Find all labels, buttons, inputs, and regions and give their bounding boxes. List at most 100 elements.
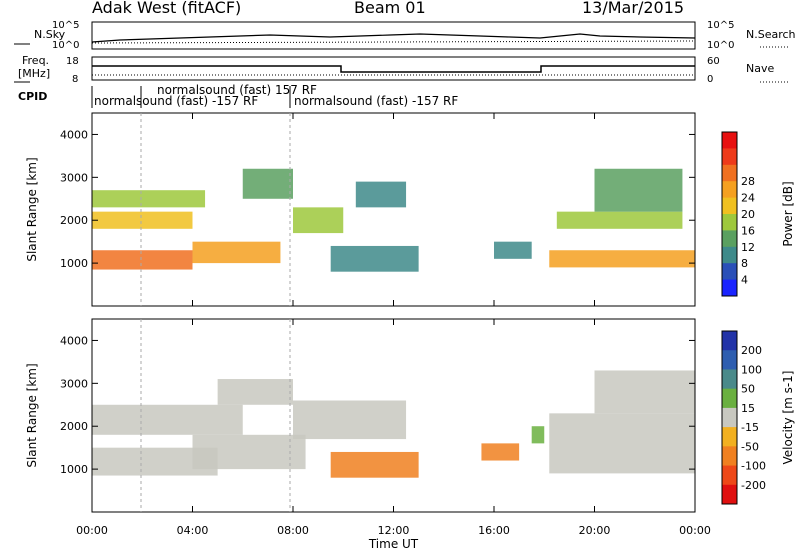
data-band-5 (293, 400, 407, 440)
station-title: Adak West (fitACF) (92, 0, 242, 17)
search-tick-high: 10^5 (707, 20, 734, 31)
y-tick-label: 2000 (60, 420, 88, 433)
x-tick-label: 20:00 (579, 524, 611, 537)
data-band-8 (355, 181, 407, 208)
colorbar-segment (722, 484, 737, 505)
data-band-9 (494, 241, 532, 259)
data-band-8 (549, 413, 695, 474)
nave-tick-low: 0 (707, 74, 713, 85)
y-tick-label: 1000 (60, 257, 88, 270)
power-panel: 1000 2000 3000 4000 Slant Range [km] 4 8 12 16 20… (25, 112, 795, 307)
colorbar-tick-label: 4 (741, 274, 748, 287)
data-band-3 (192, 434, 306, 470)
noise-panel: N.Sky 10^5 10^0 10^5 10^0 N.Search (14, 20, 796, 51)
x-tick-label: 12:00 (378, 524, 410, 537)
x-tick-label: 00:00 (679, 524, 711, 537)
data-band-9 (594, 370, 695, 414)
colorbar-segment (722, 427, 737, 447)
sky-label: N.Sky (34, 28, 66, 41)
colorbar-segment (722, 465, 737, 486)
freq-unit-label: [MHz] (18, 67, 50, 80)
search-tick-low: 10^0 (707, 40, 734, 51)
data-band-4 (217, 379, 293, 405)
data-band-11 (556, 211, 683, 229)
data-band-2 (192, 241, 281, 264)
data-band-3 (92, 211, 193, 229)
cpid-panel: CPID normalsound (fast) -157 RF normalso… (18, 83, 458, 108)
data-band-10 (549, 250, 695, 268)
colorbar-segment (722, 331, 737, 351)
noise-sky-trace (91, 33, 696, 43)
y-tick-label: 1000 (60, 463, 88, 476)
data-band-7 (481, 443, 520, 461)
colorbar-segment (722, 369, 737, 390)
data-band-6 (330, 451, 419, 478)
nave-label: Nave (746, 62, 774, 75)
colorbar-frame (721, 131, 738, 297)
colorbar-segment (722, 181, 737, 199)
x-tick-label: 00:00 (76, 524, 108, 537)
x-tick-label: 16:00 (478, 524, 510, 537)
data-band-4 (92, 190, 206, 208)
colorbar-tick-label: 200 (741, 344, 762, 357)
nave-tick-high: 60 (707, 56, 720, 67)
colorbar-tick-label: -200 (741, 479, 766, 492)
data-band-1 (92, 250, 193, 270)
frequency-trace (92, 65, 695, 73)
data-band-2 (92, 404, 243, 435)
colorbar-tick-label: 16 (741, 224, 755, 237)
y-tick-label: 3000 (60, 377, 88, 390)
x-tick-label: 08:00 (277, 524, 309, 537)
y-tick-label: 3000 (60, 171, 88, 184)
y-axis-label: Slant Range [km] (25, 157, 39, 261)
data-band-6 (293, 207, 344, 234)
colorbar-tick-label: 12 (741, 241, 755, 254)
colorbar-tick-label: 100 (741, 363, 762, 376)
colorbar-label: Power [dB] (781, 181, 795, 246)
colorbar-segment (722, 246, 737, 264)
cpid-label: CPID (18, 90, 47, 103)
data-band-10 (531, 426, 545, 444)
sky-tick-low: 10^0 (52, 40, 79, 51)
colorbar-tick-label: 28 (741, 175, 755, 188)
date-title: 13/Mar/2015 (582, 0, 685, 17)
colorbar-segment (722, 263, 737, 281)
cpid-entry-2: normalsound (fast) 157 RF (157, 83, 317, 97)
colorbar-segment (722, 388, 737, 409)
y-tick-label: 2000 (60, 214, 88, 227)
noise-search-trace (91, 40, 696, 44)
colorbar-tick-label: 50 (741, 383, 755, 396)
colorbar-segment (722, 350, 737, 370)
frequency-panel: Freq. [MHz] 18 8 60 0 Nave (14, 54, 790, 85)
colorbar-frame (721, 330, 738, 505)
colorbar-segment (722, 214, 737, 231)
freq-label: Freq. (22, 54, 49, 67)
freq-tick-low: 8 (72, 74, 78, 85)
data-band-12 (594, 168, 683, 212)
colorbar-tick-label: 15 (741, 402, 755, 415)
freq-tick-high: 18 (66, 56, 79, 67)
colorbar-tick-label: 8 (741, 257, 748, 270)
colorbar-tick-label: 24 (741, 192, 755, 205)
colorbar-segment (722, 407, 737, 428)
velocity-panel: 1000 2000 3000 4000 Slant Range [km] 00:00 04:… (25, 318, 795, 551)
colorbar-segment (722, 164, 737, 182)
colorbar-tick-label: -50 (741, 440, 759, 453)
colorbar-tick-label: 20 (741, 208, 755, 221)
y-tick-label: 4000 (60, 334, 88, 347)
search-label: N.Search (746, 28, 796, 41)
x-tick-label: 04:00 (177, 524, 209, 537)
colorbar-segment (722, 148, 737, 166)
colorbar-segment (722, 132, 737, 149)
x-axis-label: Time UT (368, 537, 419, 551)
data-band-7 (330, 245, 419, 272)
beam-title: Beam 01 (354, 0, 426, 17)
y-tick-label: 4000 (60, 128, 88, 141)
cpid-entry-3: normalsound (fast) -157 RF (294, 94, 458, 108)
cpid-entry-1: normalsound (fast) -157 RF (94, 94, 258, 108)
y-axis-label: Slant Range [km] (25, 363, 39, 467)
sky-tick-high: 10^5 (52, 20, 79, 31)
data-band-5 (242, 168, 293, 199)
colorbar-segment (722, 446, 737, 467)
